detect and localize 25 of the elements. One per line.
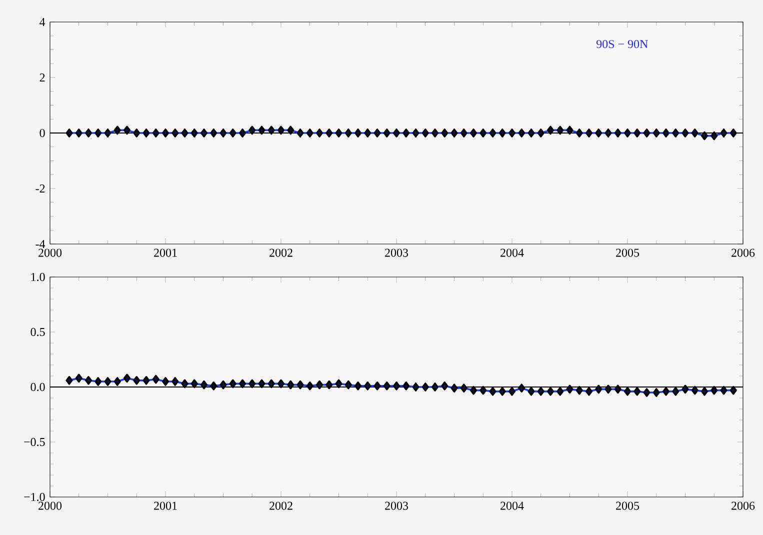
x-tick-label: 2006 [732, 502, 755, 510]
y-tick-label: 2 [40, 74, 45, 82]
y-tick-label: 0.5 [30, 328, 45, 336]
y-tick-label: 1.0 [31, 272, 45, 282]
x-tick-label: 2002 [270, 502, 292, 510]
x-tick-label: 2000 [38, 248, 62, 257]
y-tick-label: −0.5 [24, 438, 45, 446]
y-tick-label: -4 [36, 240, 46, 248]
y-tick-label: 0.0 [30, 382, 45, 392]
x-tick-label: 2005 [616, 502, 640, 510]
x-tick-label: 2001 [154, 248, 177, 257]
x-tick-label: 2000 [38, 502, 62, 510]
x-tick-label: 2004 [500, 248, 524, 257]
y-tick-label: 4 [40, 18, 46, 26]
y-tick-label: −1.0 [24, 492, 45, 502]
x-tick-label: 2003 [385, 248, 408, 257]
x-tick-label: 2002 [270, 248, 292, 257]
x-tick-label: 2003 [385, 502, 408, 510]
x-tick-label: 2006 [732, 248, 755, 257]
annotation: 90S − 90N [596, 40, 648, 48]
x-tick-label: 2005 [616, 248, 640, 257]
x-tick-label: 2004 [500, 502, 524, 510]
y-tick-label: -2 [36, 184, 45, 192]
x-tick-label: 2001 [154, 502, 177, 510]
y-tick-label: 0 [40, 128, 45, 138]
